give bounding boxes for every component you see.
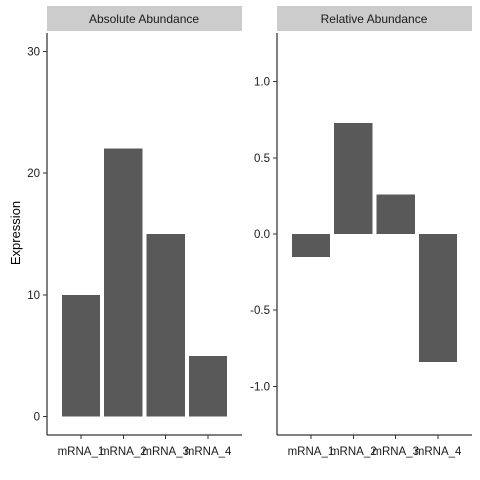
bar-mrna-2 — [334, 122, 373, 234]
bar-mrna-3 — [146, 234, 185, 417]
y-ticks-group: 1.0 0.5 0.0 -0.5 -1.0 — [250, 77, 277, 393]
y-ticks-group: 0 10 20 30 — [27, 46, 47, 424]
y-tick-label: 0 — [34, 412, 40, 424]
x-tick-label: mRNA_2 — [330, 446, 377, 458]
bars-group — [291, 122, 458, 362]
x-tick-label: mRNA_2 — [100, 446, 147, 458]
panel-title: Absolute Abundance — [89, 12, 199, 26]
x-tick-label: mRNA_1 — [288, 446, 335, 458]
bar-mrna-1 — [61, 294, 100, 417]
y-tick-label: -0.5 — [250, 305, 270, 317]
x-tick-label: mRNA_1 — [58, 446, 105, 458]
y-tick-label: 30 — [27, 46, 40, 58]
x-tick-label: mRNA_3 — [142, 446, 189, 458]
y-tick-label: -1.0 — [250, 381, 270, 393]
strip-background — [47, 6, 242, 31]
y-tick-label: 0.5 — [254, 153, 270, 165]
bars-group — [61, 148, 228, 417]
bar-mrna-2 — [104, 148, 143, 417]
bar-mrna-1 — [291, 234, 330, 257]
panel-relative-abundance: Relative Abundance 1.0 0.5 0.0 -0.5 -1.0 mRN… — [250, 6, 472, 458]
x-tick-label: mRNA_4 — [415, 446, 462, 458]
bar-mrna-3 — [376, 194, 415, 234]
y-tick-label: 1.0 — [254, 77, 270, 89]
bar-mrna-4 — [419, 234, 458, 362]
y-axis-title: Expression — [8, 201, 23, 265]
panel-title: Relative Abundance — [321, 12, 428, 26]
y-tick-label: 20 — [27, 168, 40, 180]
y-tick-label: 0.0 — [254, 229, 270, 241]
bar-mrna-4 — [189, 355, 228, 417]
x-tick-label: mRNA_3 — [372, 446, 419, 458]
y-tick-label: 10 — [27, 290, 40, 302]
x-tick-label: mRNA_4 — [185, 446, 232, 458]
strip-background — [277, 6, 472, 31]
